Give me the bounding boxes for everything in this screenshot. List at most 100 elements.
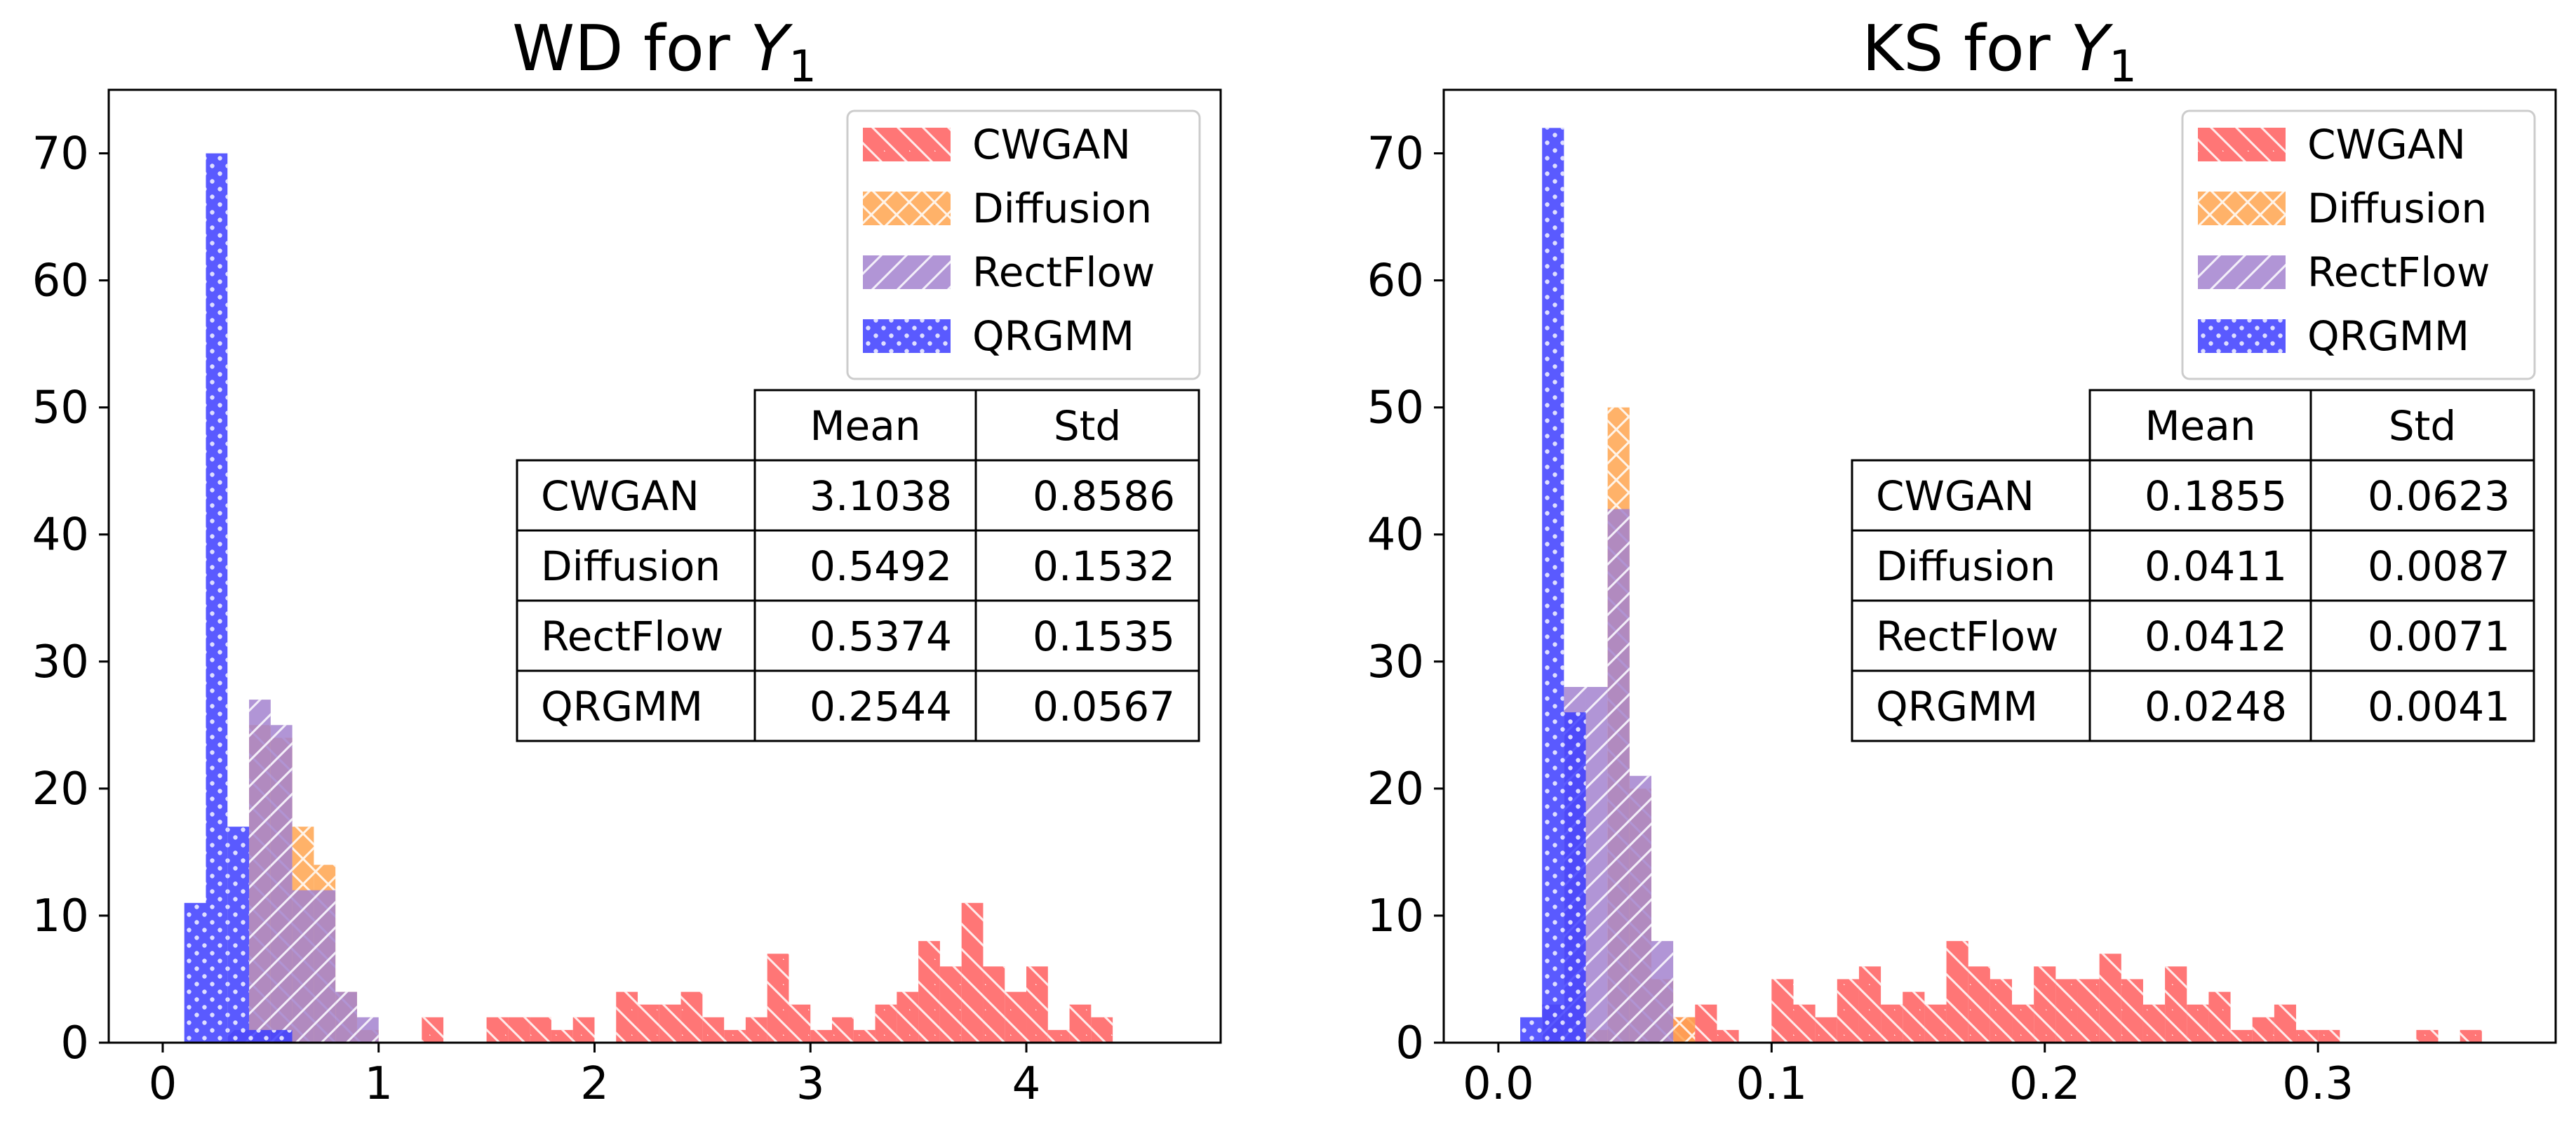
table-cell (2309, 669, 2535, 742)
x-tick-label: 0 (149, 1058, 177, 1110)
legend-item-qrgmm: QRGMM (2198, 312, 2469, 360)
bar-hatch-cwgan (1091, 1017, 1113, 1043)
table-cell-text: 0.5374 (810, 613, 952, 660)
chart-title-subscript: 1 (2109, 41, 2136, 92)
x-tick-label: 3 (796, 1058, 825, 1110)
x-tick-label: 0.1 (1736, 1058, 1807, 1110)
bar-hatch-cwgan (853, 1029, 876, 1043)
bar-hatch-cwgan (2055, 979, 2078, 1043)
legend-swatch-hatch (2198, 319, 2286, 353)
bar-hatch-diffusion (1673, 1017, 1696, 1043)
bar-hatch-cwgan (551, 1029, 573, 1043)
legend-item-rectflow: RectFlow (863, 248, 1155, 296)
table-cell (1851, 599, 2091, 672)
bar-hatch-cwgan (2121, 979, 2143, 1043)
table-cell (2309, 459, 2535, 532)
bar-hatch-cwgan (1815, 1017, 1837, 1043)
bar-hatch-cwgan (1881, 1004, 1903, 1043)
x-tick-label: 1 (364, 1058, 393, 1110)
bar-hatch-cwgan (918, 941, 940, 1043)
legend-swatch-hatch (863, 192, 951, 225)
x-tick-label: 0.3 (2282, 1058, 2354, 1110)
table-header: Std (2389, 402, 2456, 450)
bar-hatch-cwgan (1069, 1004, 1092, 1043)
axes-frame (107, 88, 1222, 1044)
legend-label: RectFlow (2307, 248, 2490, 296)
legend-swatch-hatch (2198, 255, 2286, 289)
bar-hatch-cwgan (2142, 1004, 2166, 1043)
stats-table: Mean Std CWGAN 0.1855 0.0623 Diffusion 0.0411 0… (1851, 389, 2535, 742)
y-tick-label: 50 (32, 382, 89, 434)
legend-label: Diffusion (972, 185, 1152, 232)
series-qrgmm (184, 153, 293, 1043)
bar-hatch-rectflow (270, 725, 293, 1043)
bar-hatch-cwgan (875, 1004, 897, 1043)
table-cell (974, 389, 1200, 462)
bar-hatch-cwgan (745, 1017, 767, 1043)
series-rectflow (227, 700, 379, 1043)
bar-hatch-cwgan (983, 966, 1005, 1043)
table-cell (753, 389, 977, 462)
bar-hatch-cwgan (1946, 941, 1968, 1043)
y-tick-label: 40 (1367, 509, 1424, 561)
legend-swatch-hatch (863, 255, 951, 289)
y-tick-label: 30 (1367, 636, 1424, 688)
table-cell-text: 0.0623 (2368, 472, 2510, 520)
legend-box (2181, 109, 2536, 380)
table-cell-text: Diffusion (541, 542, 720, 590)
bar-hatch-rectflow (314, 890, 336, 1043)
y-tick-label: 10 (32, 890, 89, 942)
table-header: Mean (810, 402, 920, 450)
bar-hatch-cwgan (2296, 1029, 2319, 1043)
bar-hatch-cwgan (810, 1029, 833, 1043)
table-cell-text: 0.2544 (810, 683, 952, 730)
table-header: Mean (2145, 402, 2255, 450)
table-cell (2088, 389, 2312, 462)
legend: CWGAN Diffusion RectFlow QRGMM (846, 109, 1201, 380)
table-cell (2309, 599, 2535, 672)
bar-hatch-cwgan (1047, 1029, 1070, 1043)
bar-hatch-cwgan (422, 1017, 444, 1043)
table-cell-text: 0.0411 (2145, 542, 2287, 590)
table-cell-text: 0.0248 (2145, 683, 2287, 730)
bar-hatch-cwgan (1990, 979, 2013, 1043)
series-qrgmm (1520, 128, 1586, 1043)
stats-table: Mean Std CWGAN 3.1038 0.8586 Diffusion 0.5492 0… (516, 389, 1200, 742)
table-cell-text: CWGAN (541, 472, 699, 520)
y-tick-label: 20 (1367, 763, 1424, 815)
bar-hatch-rectflow (1629, 775, 1651, 1043)
series-cwgan (422, 902, 1113, 1043)
chart-title-variable: Y (2070, 12, 2113, 86)
bar-hatch-qrgmm (1542, 128, 1564, 1043)
bar-hatch-cwgan (659, 1004, 681, 1043)
y-tick-label: 10 (1367, 890, 1424, 942)
bar-hatch-cwgan (789, 1004, 811, 1043)
bar-hatch-cwgan (767, 954, 789, 1043)
legend-item-diffusion: Diffusion (2198, 185, 2487, 232)
chart-title-text: KS for (1862, 12, 2070, 86)
y-tick-label: 60 (1367, 255, 1424, 307)
bar-hatch-qrgmm (249, 1029, 271, 1043)
chart-title-text: WD for (512, 12, 750, 86)
bar-hatch-qrgmm (184, 902, 206, 1043)
bar-hatch-cwgan (2252, 1017, 2274, 1043)
table-cell-text: 0.0567 (1033, 683, 1175, 730)
bar-hatch-cwgan (486, 1017, 509, 1043)
bar-hatch-cwgan (1026, 966, 1048, 1043)
y-tick-label: 50 (1367, 382, 1424, 434)
bar-hatch-cwgan (638, 1004, 659, 1043)
table-cell (753, 529, 977, 602)
bar-hatch-cwgan (1695, 1004, 1717, 1043)
legend-label: QRGMM (2307, 312, 2469, 360)
table-cell-text: 0.0412 (2145, 613, 2287, 660)
table-cell-text: Diffusion (1876, 542, 2055, 590)
bar-hatch-cwgan (2034, 966, 2056, 1043)
bar-hatch-cwgan (939, 966, 962, 1043)
y-tick-label: 70 (1367, 128, 1424, 180)
legend-label: CWGAN (972, 121, 1131, 168)
table-cell-text: QRGMM (1876, 683, 2038, 730)
bar-hatch-cwgan (530, 1017, 551, 1043)
bar-hatch-qrgmm (1564, 712, 1586, 1043)
y-tick-label: 30 (32, 636, 89, 688)
legend-swatch-hatch (2198, 192, 2286, 225)
